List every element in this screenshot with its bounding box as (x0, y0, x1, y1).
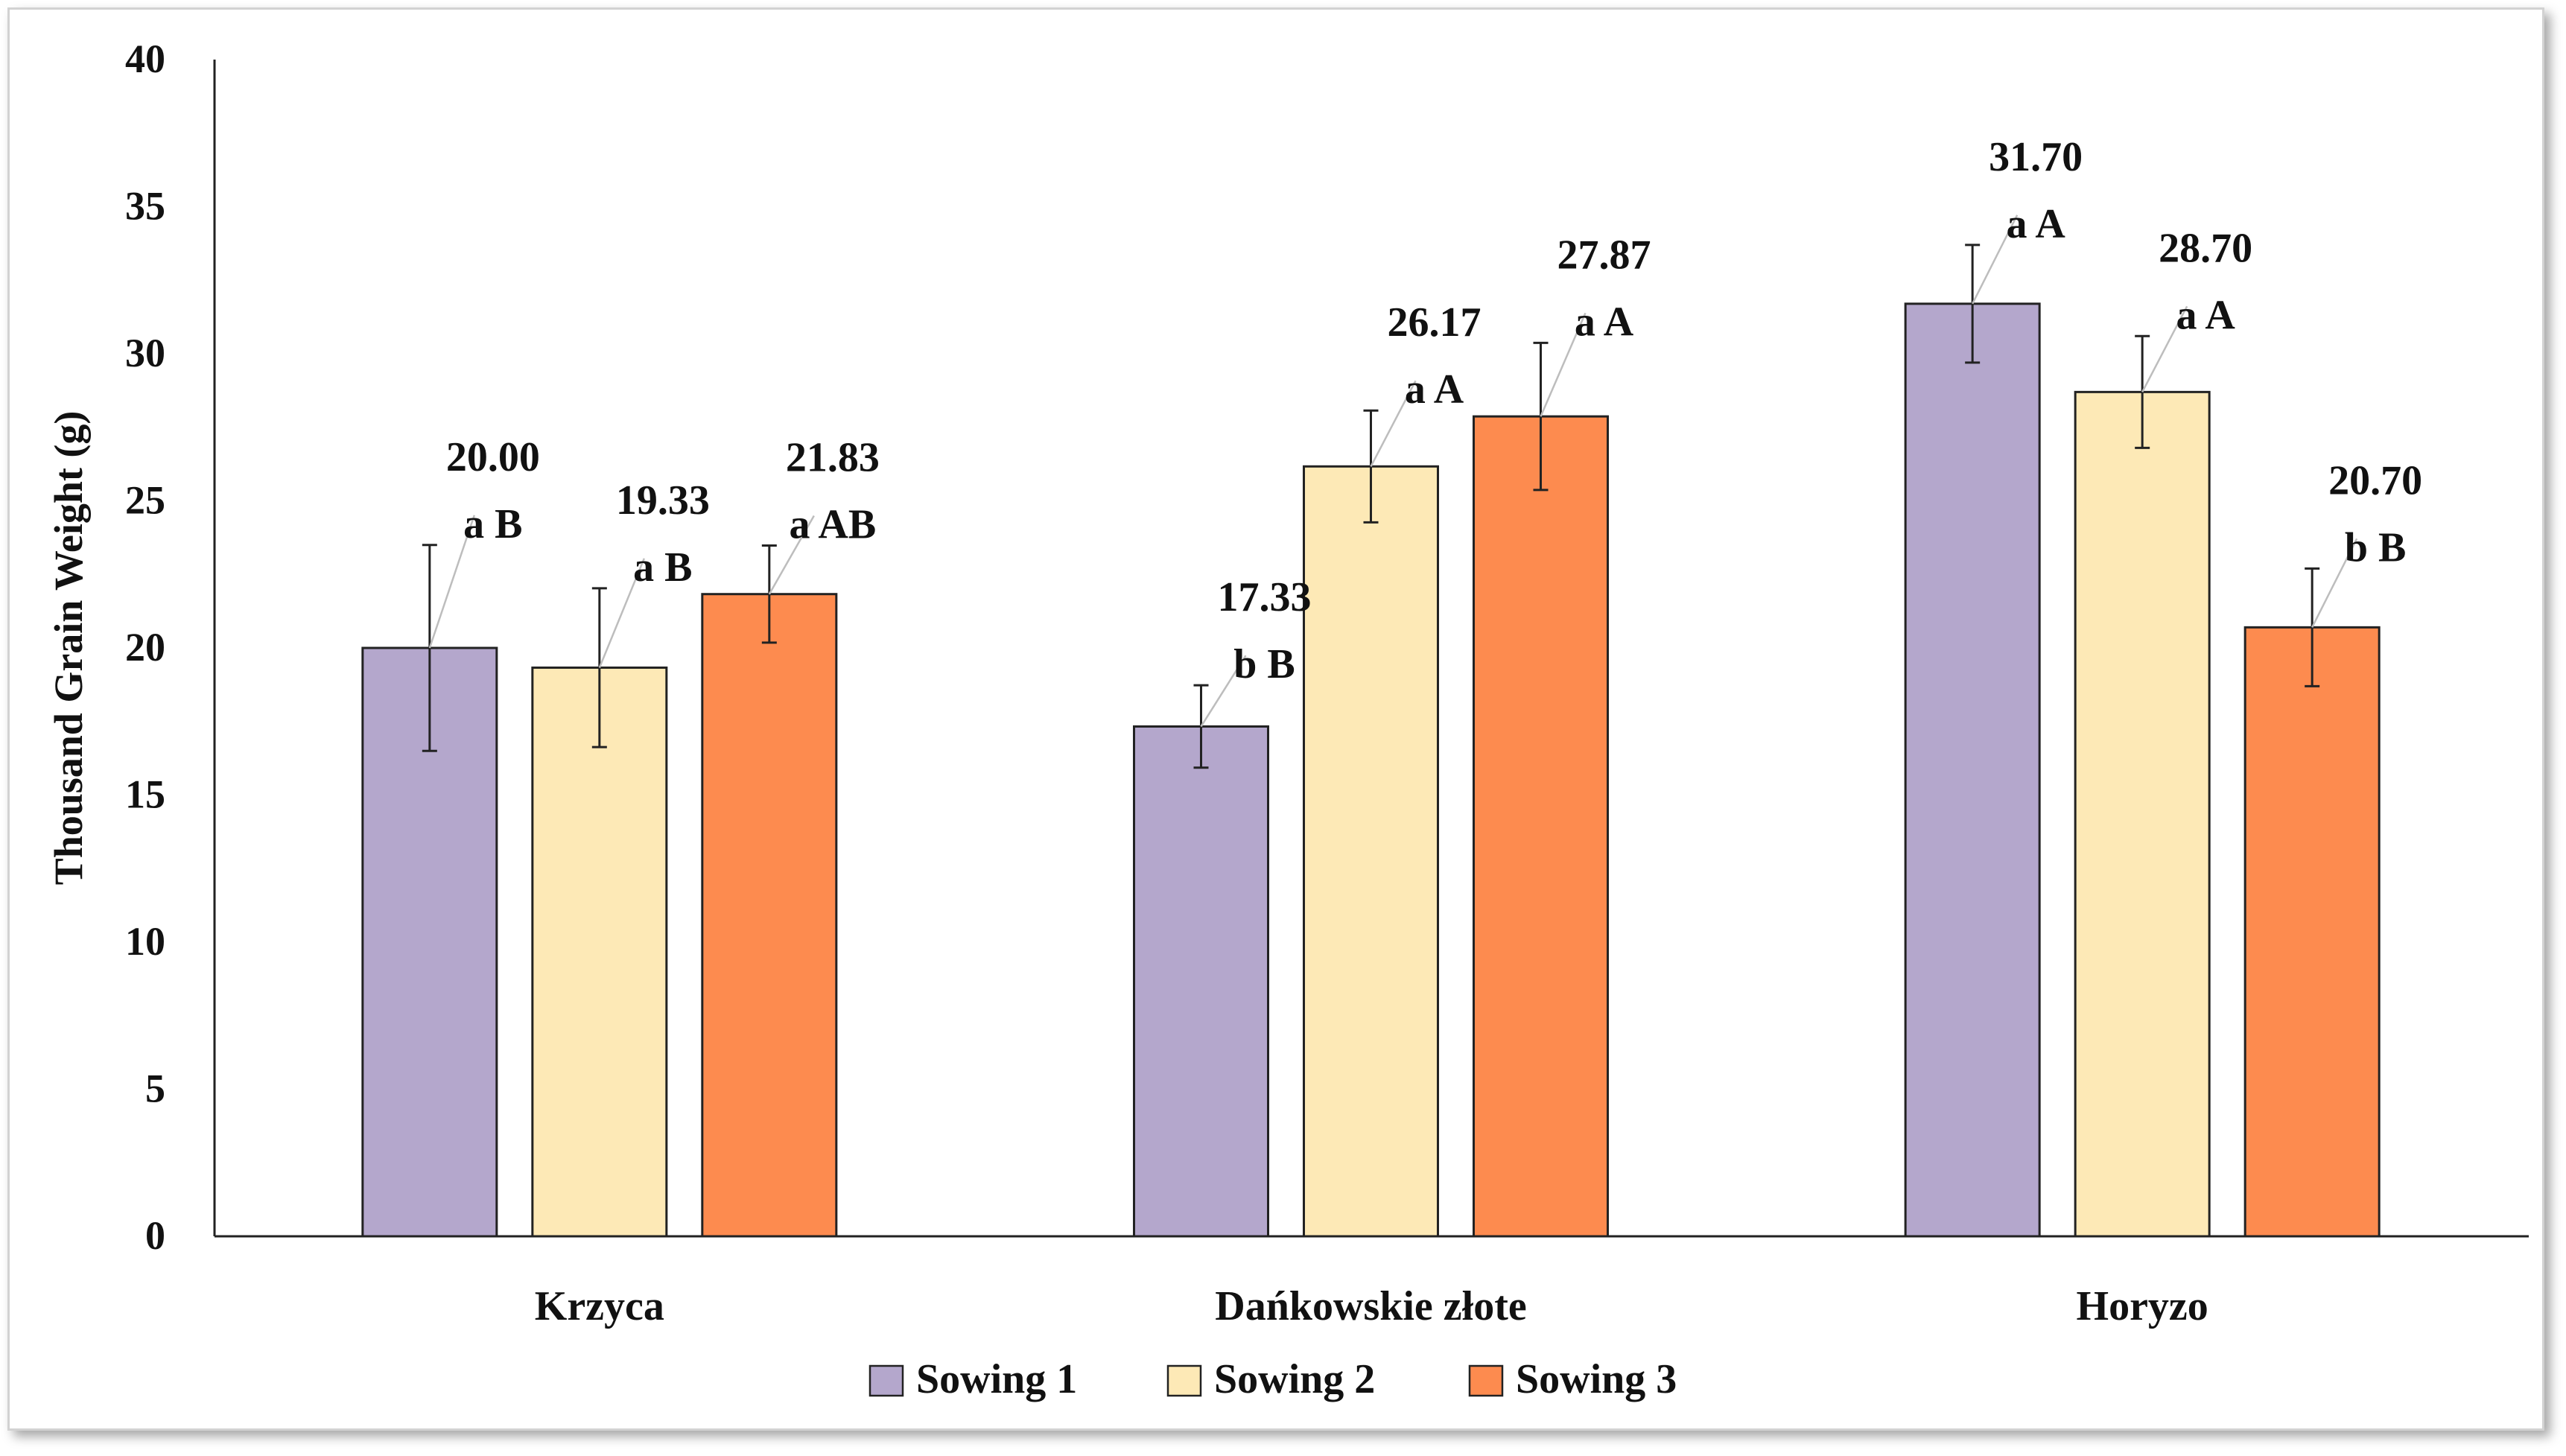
bar-sowing-3 (1473, 415, 1609, 1238)
x-tick-label: Horyzo (2077, 1283, 2208, 1329)
data-value-label: 28.70 (2159, 225, 2252, 271)
bar-sowing-2 (1303, 465, 1439, 1238)
significance-letters: a B (463, 501, 522, 547)
significance-letters: a B (633, 544, 692, 591)
significance-letters: a A (1575, 299, 1634, 345)
legend-swatch (1166, 1364, 1202, 1397)
label-leader-line (428, 515, 476, 649)
y-axis-title: Thousand Grain Weight (g) (46, 411, 91, 886)
label-leader-line (1200, 655, 1247, 728)
legend-swatch (1468, 1364, 1504, 1397)
significance-letters: b B (1233, 641, 1295, 687)
legend-label: Sowing 2 (1214, 1356, 1375, 1402)
y-tick-label: 0 (145, 1213, 165, 1258)
bar-sowing-2 (531, 666, 668, 1238)
x-tick-label: Krzyca (535, 1283, 664, 1329)
legend-swatch (868, 1364, 904, 1397)
legend-label: Sowing 3 (1516, 1356, 1677, 1402)
data-value-label: 27.87 (1557, 232, 1651, 278)
bar-sowing-3 (701, 593, 838, 1238)
data-value-label: 19.33 (616, 477, 710, 524)
data-value-label: 20.00 (446, 434, 540, 480)
data-value-label: 17.33 (1218, 574, 1312, 620)
label-leader-line (1370, 380, 1417, 467)
significance-letters: a A (2176, 292, 2235, 338)
y-tick-label: 40 (125, 36, 165, 81)
y-tick-label: 10 (125, 919, 165, 964)
y-tick-label: 20 (125, 625, 165, 670)
bar-sowing-3 (2243, 626, 2381, 1238)
legend: Sowing 1 Sowing 2 Sowing 3 (868, 1356, 1677, 1402)
y-tick-label: 35 (125, 184, 165, 229)
data-value-label: 31.70 (1989, 134, 2083, 180)
y-tick-label: 30 (125, 331, 165, 375)
bar-sowing-1 (1904, 302, 2041, 1238)
legend-label: Sowing 1 (916, 1356, 1077, 1402)
x-tick-label: Dańkowskie złote (1215, 1283, 1526, 1329)
y-tick-label: 25 (125, 478, 165, 523)
y-tick-label: 15 (125, 772, 165, 817)
bar-sowing-1 (1133, 725, 1269, 1238)
significance-letters: a A (1405, 366, 1464, 413)
data-value-label: 20.70 (2328, 457, 2422, 503)
bar-sowing-2 (2074, 390, 2211, 1238)
data-labels: 20.00 a B 19.33 a B 21.83 a AB 17.33 b B 26.17 a … (428, 134, 2422, 728)
bars (361, 244, 2381, 1238)
data-value-label: 21.83 (786, 435, 880, 481)
label-leader-line (2311, 538, 2358, 628)
label-leader-line (1972, 214, 2019, 305)
y-tick-label: 5 (145, 1066, 165, 1111)
label-leader-line (1540, 312, 1587, 417)
label-leader-line (768, 515, 815, 595)
significance-letters: a A (2006, 201, 2065, 247)
significance-letters: a AB (789, 502, 876, 548)
data-value-label: 26.17 (1388, 299, 1482, 346)
label-leader-line (2141, 305, 2188, 392)
significance-letters: b B (2345, 524, 2407, 570)
label-leader-line (598, 558, 645, 668)
